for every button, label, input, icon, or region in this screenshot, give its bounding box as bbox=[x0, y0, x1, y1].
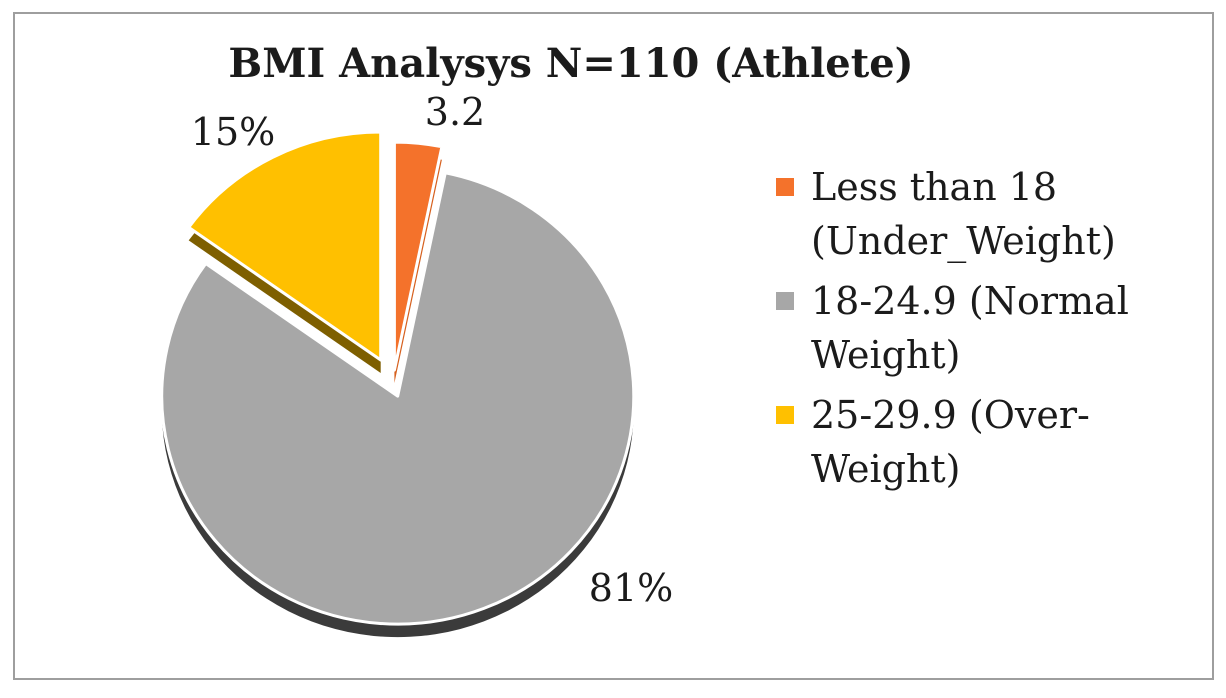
legend-item-normal-weight: 18-24.9 (Normal Weight) bbox=[776, 274, 1176, 382]
legend-swatch-normal-weight bbox=[776, 292, 794, 310]
pie-slice-normal-weight bbox=[160, 171, 636, 626]
chart-title: BMI Analysys N=110 (Athlete) bbox=[228, 40, 914, 87]
pie-slice-overweight bbox=[187, 130, 383, 362]
legend-item-underweight: Less than 18 (Under_Weight) bbox=[776, 160, 1176, 268]
legend-label-normal-weight: 18-24.9 (Normal Weight) bbox=[811, 279, 1129, 377]
pie-slice-underweight bbox=[392, 140, 444, 372]
legend-item-overweight: 25-29.9 (Over-Weight) bbox=[776, 388, 1176, 496]
data-label-normal-weight: 81% bbox=[588, 566, 674, 610]
legend: Less than 18 (Under_Weight) 18-24.9 (Norm… bbox=[776, 160, 1176, 502]
legend-swatch-overweight bbox=[776, 406, 794, 424]
legend-label-overweight: 25-29.9 (Over-Weight) bbox=[811, 393, 1090, 491]
data-label-overweight: 15% bbox=[190, 110, 276, 154]
legend-swatch-underweight bbox=[776, 178, 794, 196]
data-label-underweight: 3.2 bbox=[424, 90, 486, 134]
legend-label-underweight: Less than 18 (Under_Weight) bbox=[811, 165, 1116, 263]
